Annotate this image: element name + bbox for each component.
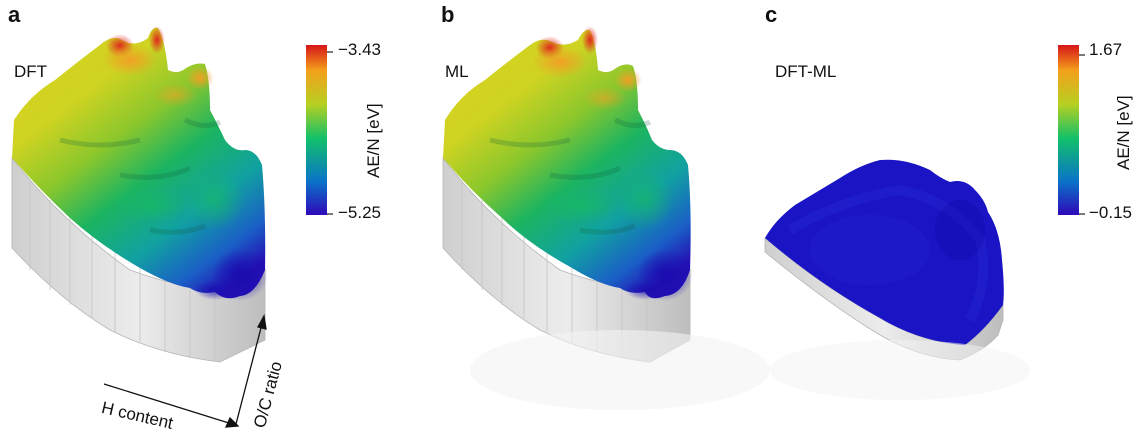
colorbar-left <box>306 45 333 215</box>
colorbar-left-gradient <box>306 45 327 215</box>
surface-ml <box>442 26 770 410</box>
axis-arrows <box>103 314 267 428</box>
panel-label-dft: DFT <box>14 62 48 81</box>
panel-letter-a: a <box>8 2 21 27</box>
colorbar-left-max: −3.43 <box>338 40 382 59</box>
surface-dft <box>11 26 268 363</box>
colorbar-right-title: AE/N [eV] <box>1114 95 1133 170</box>
colorbar-right-min: −0.15 <box>1089 203 1133 222</box>
x-axis-arrowhead <box>224 416 240 428</box>
panel-label-ml: ML <box>445 62 469 81</box>
colorbar-right-gradient <box>1058 45 1079 215</box>
panel-letter-b: b <box>441 2 455 27</box>
x-axis-line <box>103 383 233 425</box>
colorbar-right-max: 1.67 <box>1089 40 1123 59</box>
colorbar-right <box>1058 45 1085 215</box>
y-axis-line <box>235 323 263 425</box>
colorbar-left-title: AE/N [eV] <box>364 103 383 178</box>
y-axis-arrowhead <box>257 314 267 330</box>
panel-label-dft-ml: DFT-ML <box>775 62 837 81</box>
panel-letter-c: c <box>765 2 778 27</box>
colorbar-left-min: −5.25 <box>338 203 382 222</box>
surface-dft-ml <box>764 159 1030 400</box>
